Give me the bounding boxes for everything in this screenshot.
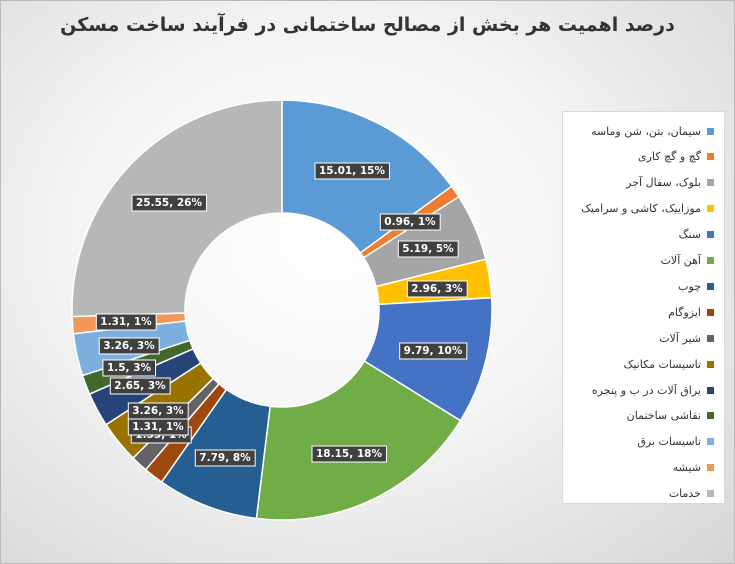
legend-swatch: [707, 334, 714, 342]
data-label-text: 18.15, 18%: [316, 448, 382, 460]
legend-swatch: [707, 231, 714, 239]
legend-swatch: [707, 179, 714, 187]
data-label-box: [95, 313, 157, 331]
donut-slice: [255, 360, 462, 521]
legend-swatch: [707, 386, 714, 394]
data-label-box: [314, 162, 390, 180]
legend-swatch: [707, 205, 714, 213]
data-label: 25.55, 26%: [131, 194, 207, 212]
data-label-box: [406, 280, 468, 298]
legend-item: یراق آلات در ب و پنجره: [563, 382, 724, 398]
legend-item: بلوک، سفال آجر: [563, 175, 724, 191]
legend-label: چوب: [678, 279, 701, 293]
legend-swatch: [707, 282, 714, 290]
data-label-text: 1.31, 1%: [132, 421, 184, 433]
data-label: 15.01, 15%: [314, 162, 390, 180]
legend-item: شیشه: [563, 460, 724, 476]
legend-item: موزاییک، کاشی و سرامیک: [563, 201, 724, 217]
data-label-text: 7.79, 8%: [199, 452, 251, 464]
legend-swatch: [707, 308, 714, 316]
data-label-box: [102, 359, 157, 377]
data-label-box: [379, 213, 441, 231]
legend-label: سیمان، بتن، شن وماسه: [591, 124, 701, 138]
data-label-text: 1.31, 1%: [100, 316, 152, 328]
data-label-text: 0.96, 1%: [384, 216, 436, 228]
legend-label: تاسیسات مکانیک: [623, 357, 701, 371]
data-label: 2.96, 3%: [406, 280, 468, 298]
data-label-text: 3.26, 3%: [103, 340, 155, 352]
legend-label: بلوک، سفال آجر: [626, 176, 701, 190]
data-label-box: [127, 402, 189, 420]
legend-item: سیمان، بتن، شن وماسه: [563, 123, 724, 139]
legend-item: سنگ: [563, 227, 724, 243]
legend-item: نقاشی ساختمان: [563, 408, 724, 424]
data-label: 1.31, 1%: [127, 418, 189, 436]
data-label: 7.79, 8%: [194, 449, 256, 467]
data-label-text: 1.5, 3%: [107, 362, 152, 374]
legend-swatch: [707, 153, 714, 161]
data-label-text: 25.55, 26%: [136, 197, 202, 209]
legend-swatch: [707, 438, 714, 446]
data-label: 1.31, 1%: [95, 313, 157, 331]
data-label: 1.5, 3%: [102, 359, 157, 377]
legend-item: ایزوگام: [563, 304, 724, 320]
legend-label: سنگ: [678, 228, 701, 242]
data-label-box: [399, 342, 468, 360]
chart-legend: سیمان، بتن، شن وماسه گچ و گچ کاری بلوک، سف…: [562, 111, 725, 504]
legend-swatch: [707, 490, 714, 498]
data-label: 0.96, 1%: [379, 213, 441, 231]
data-label-text: 3.26, 3%: [132, 405, 184, 417]
data-label: 9.79, 10%: [399, 342, 468, 360]
legend-item: چوب: [563, 278, 724, 294]
legend-label: یراق آلات در ب و پنجره: [591, 383, 701, 397]
data-label: 3.26, 3%: [127, 402, 189, 420]
legend-label: خدمات: [668, 487, 701, 501]
legend-item: گچ و گچ کاری: [563, 149, 724, 165]
legend-swatch: [707, 360, 714, 368]
legend-label: موزاییک، کاشی و سرامیک: [581, 202, 701, 216]
legend-item: آهن آلات: [563, 253, 724, 269]
legend-swatch: [707, 257, 714, 264]
legend-label: نقاشی ساختمان: [626, 409, 701, 423]
legend-item: خدمات: [563, 486, 724, 502]
data-label-text: 15.01, 15%: [319, 165, 385, 177]
data-label-box: [311, 445, 387, 463]
data-label: 2.65, 3%: [109, 377, 171, 395]
legend-item: تاسیسات مکانیک: [563, 356, 724, 372]
legend-item: تاسیسات برق: [563, 434, 724, 450]
legend-swatch: [707, 412, 714, 420]
data-label: 18.15, 18%: [311, 445, 387, 463]
data-label-text: 9.79, 10%: [404, 345, 463, 357]
legend-label: شیشه: [672, 461, 701, 475]
legend-label: آهن آلات: [660, 254, 701, 267]
legend-label: ایزوگام: [668, 305, 701, 319]
legend-label: گچ و گچ کاری: [638, 150, 701, 164]
data-label-box: [131, 194, 207, 212]
chart-title: درصد اهمیت هر بخش از مصالح ساختمانی در ف…: [60, 14, 675, 36]
legend-label: شیر آلات: [659, 331, 701, 345]
legend-swatch: [707, 464, 714, 472]
data-label-box: [397, 240, 459, 258]
data-label-text: 2.96, 3%: [411, 283, 463, 295]
data-label-box: [194, 449, 256, 467]
data-label-text: 2.65, 3%: [114, 380, 166, 392]
legend-swatch: [707, 127, 714, 135]
legend-label: تاسیسات برق: [637, 435, 701, 449]
data-label-text: 5.19, 5%: [402, 243, 454, 255]
data-label: 5.19, 5%: [397, 240, 459, 258]
data-label-box: [109, 377, 171, 395]
legend-item: شیر آلات: [563, 330, 724, 346]
data-label: 3.26, 3%: [98, 337, 160, 355]
data-label-box: [98, 337, 160, 355]
